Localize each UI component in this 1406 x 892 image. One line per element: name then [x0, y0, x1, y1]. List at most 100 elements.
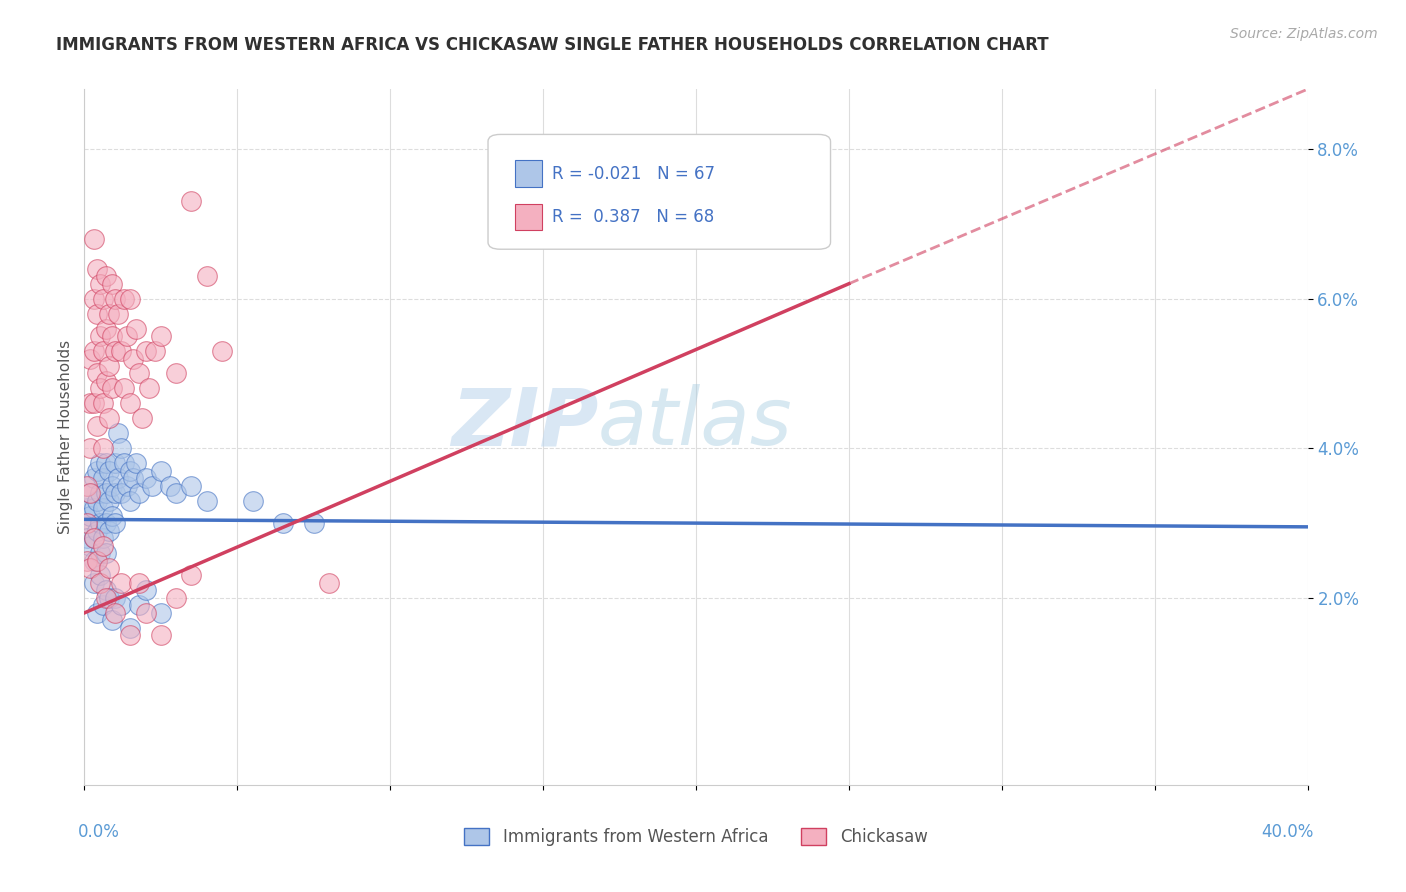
- Text: atlas: atlas: [598, 384, 793, 462]
- Point: [110, 576, 132, 591]
- Point: [104, 486, 127, 500]
- Point: [135, 606, 157, 620]
- Point: [79, 486, 101, 500]
- Point: [76, 516, 98, 530]
- Point: [101, 381, 124, 395]
- Point: [120, 628, 142, 642]
- Point: [83, 471, 105, 485]
- Point: [79, 396, 101, 410]
- Point: [125, 456, 148, 470]
- Point: [86, 524, 108, 538]
- Point: [101, 329, 124, 343]
- Text: R = -0.021   N = 67: R = -0.021 N = 67: [551, 164, 714, 183]
- Point: [101, 479, 124, 493]
- Point: [97, 359, 120, 373]
- Point: [97, 411, 120, 425]
- Point: [101, 613, 124, 627]
- FancyBboxPatch shape: [515, 203, 541, 230]
- Point: [211, 344, 233, 359]
- Point: [91, 292, 114, 306]
- Point: [120, 396, 142, 410]
- Point: [89, 381, 111, 395]
- Point: [107, 471, 129, 485]
- Point: [110, 442, 132, 456]
- Point: [302, 516, 325, 530]
- Point: [89, 277, 111, 291]
- Point: [79, 561, 101, 575]
- Point: [79, 486, 101, 500]
- Point: [125, 321, 148, 335]
- Point: [180, 568, 202, 582]
- Point: [149, 606, 172, 620]
- Point: [195, 269, 218, 284]
- Point: [104, 456, 127, 470]
- Point: [143, 344, 166, 359]
- Point: [91, 396, 114, 410]
- Point: [83, 232, 105, 246]
- Point: [86, 553, 108, 567]
- Point: [94, 516, 117, 530]
- Point: [94, 583, 117, 598]
- Point: [86, 553, 108, 567]
- Point: [91, 344, 114, 359]
- Point: [159, 479, 181, 493]
- Point: [91, 539, 114, 553]
- Y-axis label: Single Father Households: Single Father Households: [58, 340, 73, 534]
- Point: [91, 442, 114, 456]
- Point: [83, 553, 105, 567]
- Point: [122, 471, 145, 485]
- Point: [76, 479, 98, 493]
- Point: [97, 591, 120, 605]
- Point: [79, 539, 101, 553]
- Point: [79, 351, 101, 366]
- Point: [120, 464, 142, 478]
- Point: [76, 531, 98, 545]
- Point: [83, 531, 105, 545]
- Point: [79, 442, 101, 456]
- Point: [83, 344, 105, 359]
- Point: [242, 493, 264, 508]
- Point: [120, 493, 142, 508]
- Point: [86, 606, 108, 620]
- Point: [89, 576, 111, 591]
- Point: [180, 479, 202, 493]
- Text: R =  0.387   N = 68: R = 0.387 N = 68: [551, 208, 714, 226]
- Point: [141, 479, 163, 493]
- Point: [110, 344, 132, 359]
- Point: [120, 292, 142, 306]
- Point: [115, 479, 138, 493]
- Point: [97, 493, 120, 508]
- Point: [128, 486, 150, 500]
- Point: [89, 546, 111, 560]
- Point: [101, 508, 124, 523]
- Point: [94, 269, 117, 284]
- Point: [135, 583, 157, 598]
- Text: 0.0%: 0.0%: [79, 823, 120, 841]
- Point: [86, 307, 108, 321]
- Point: [115, 329, 138, 343]
- Point: [128, 576, 150, 591]
- Text: IMMIGRANTS FROM WESTERN AFRICA VS CHICKASAW SINGLE FATHER HOUSEHOLDS CORRELATION: IMMIGRANTS FROM WESTERN AFRICA VS CHICKA…: [56, 36, 1049, 54]
- Point: [94, 456, 117, 470]
- Point: [91, 501, 114, 516]
- Point: [149, 464, 172, 478]
- Point: [107, 307, 129, 321]
- Point: [97, 464, 120, 478]
- Point: [180, 194, 202, 209]
- Point: [165, 591, 187, 605]
- Point: [128, 599, 150, 613]
- Point: [101, 277, 124, 291]
- Point: [195, 493, 218, 508]
- Point: [83, 576, 105, 591]
- Point: [83, 531, 105, 545]
- Point: [86, 464, 108, 478]
- Point: [104, 516, 127, 530]
- Point: [271, 516, 294, 530]
- Point: [94, 546, 117, 560]
- Point: [135, 471, 157, 485]
- Point: [149, 628, 172, 642]
- Point: [97, 307, 120, 321]
- Point: [94, 321, 117, 335]
- Point: [110, 486, 132, 500]
- Point: [89, 486, 111, 500]
